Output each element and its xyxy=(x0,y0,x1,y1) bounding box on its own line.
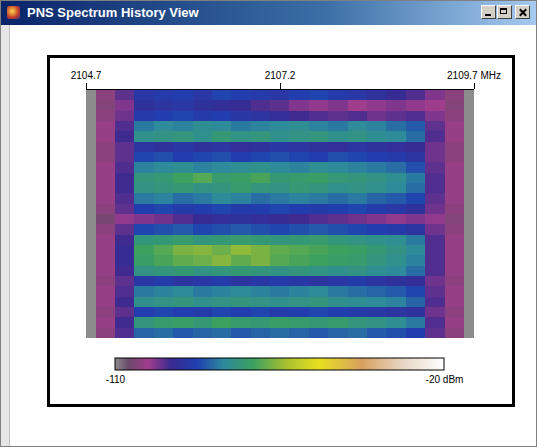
svg-text:2109.7 MHz: 2109.7 MHz xyxy=(447,70,501,81)
svg-text:2107.2: 2107.2 xyxy=(265,70,296,81)
svg-text:2104.7: 2104.7 xyxy=(71,70,102,81)
svg-text:-20 dBm: -20 dBm xyxy=(426,374,464,385)
svg-text:-110: -110 xyxy=(106,374,126,385)
html-text:PNS Spectrum History View: PNS Spectrum History View xyxy=(27,5,199,20)
